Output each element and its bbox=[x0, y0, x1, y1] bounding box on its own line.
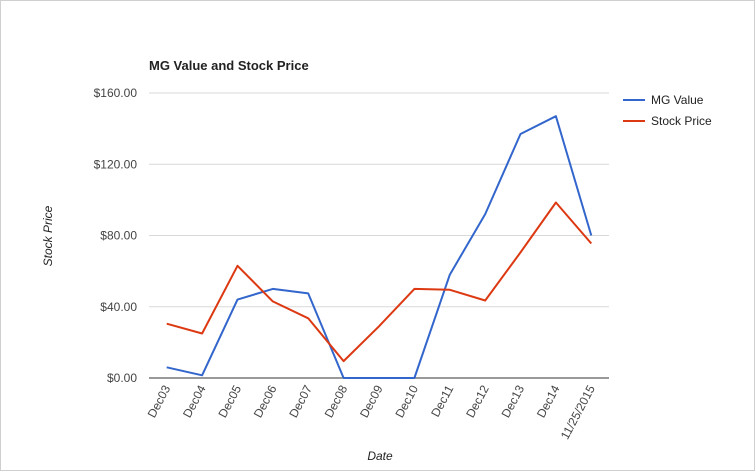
x-axis-tick-labels: Dec03 Dec04 Dec05 Dec06 Dec07 Dec08 Dec09 Dec10… bbox=[145, 383, 598, 442]
legend-label-mg-value: MG Value bbox=[651, 93, 704, 107]
y-tick-label: $120.00 bbox=[94, 157, 138, 171]
x-tick-label: Dec08 bbox=[322, 383, 351, 420]
x-tick-label: Dec07 bbox=[286, 383, 315, 420]
x-axis-title: Date bbox=[367, 449, 393, 463]
x-tick-label: Dec10 bbox=[392, 383, 421, 420]
x-tick-label: Dec05 bbox=[215, 383, 244, 420]
y-tick-label: $40.00 bbox=[100, 300, 137, 314]
x-tick-label: Dec11 bbox=[428, 383, 456, 420]
series-lines bbox=[166, 115, 593, 379]
y-tick-label: $160.00 bbox=[94, 86, 138, 100]
y-axis-title: Stock Price bbox=[41, 205, 55, 266]
series-line-mg-value bbox=[166, 115, 593, 379]
x-tick-label: Dec12 bbox=[463, 383, 492, 420]
x-tick-label: Dec14 bbox=[534, 383, 563, 420]
legend: MG Value Stock Price bbox=[623, 93, 712, 128]
x-tick-label: Dec13 bbox=[499, 383, 528, 420]
y-axis-tick-labels: $0.00 $40.00 $80.00 $120.00 $160.00 bbox=[94, 86, 138, 385]
y-tick-label: $80.00 bbox=[100, 229, 137, 243]
series-line-stock-price bbox=[166, 201, 593, 363]
legend-label-stock-price: Stock Price bbox=[651, 114, 712, 128]
x-tick-label: Dec04 bbox=[180, 383, 209, 420]
x-tick-label: Dec09 bbox=[357, 383, 386, 420]
x-tick-label: Dec03 bbox=[145, 383, 174, 420]
x-tick-label: Dec06 bbox=[251, 383, 280, 420]
x-tick-label: 11/25/2015 bbox=[558, 383, 598, 442]
chart-title: MG Value and Stock Price bbox=[149, 58, 309, 73]
y-tick-label: $0.00 bbox=[107, 371, 137, 385]
